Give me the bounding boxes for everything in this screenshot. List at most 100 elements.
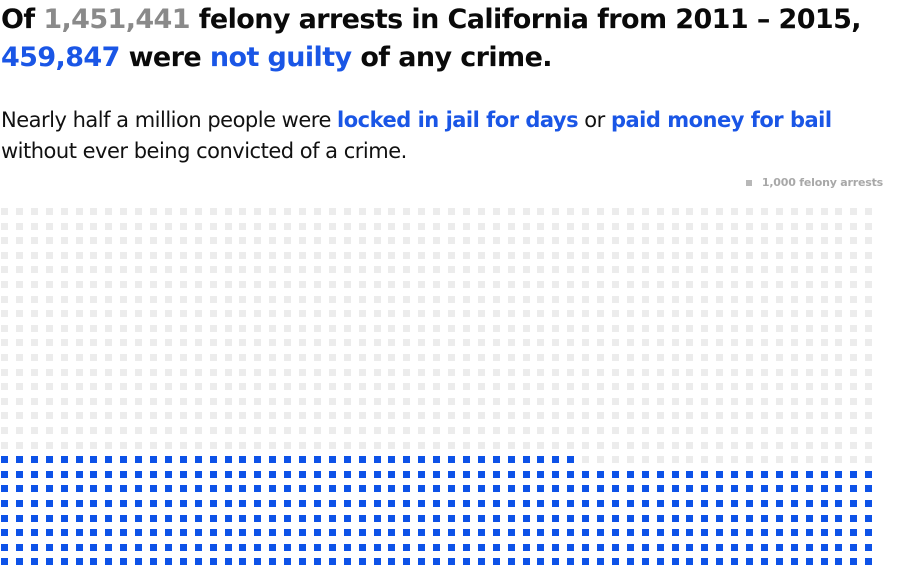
- arrest-square: [597, 266, 604, 273]
- arrest-square: [761, 281, 768, 288]
- arrest-square: [180, 412, 187, 419]
- arrest-square: [239, 208, 246, 215]
- arrest-square: [135, 296, 142, 303]
- arrest-square: [835, 281, 842, 288]
- arrest-square: [195, 252, 202, 259]
- not-guilty-square: [612, 544, 619, 551]
- arrest-square: [433, 339, 440, 346]
- arrest-square: [299, 310, 306, 317]
- arrest-square: [537, 208, 544, 215]
- arrest-square: [612, 456, 619, 463]
- arrest-square: [210, 383, 217, 390]
- not-guilty-square: [299, 485, 306, 492]
- not-guilty-square: [210, 471, 217, 478]
- arrest-square: [165, 325, 172, 332]
- not-guilty-square: [493, 529, 500, 536]
- not-guilty-square: [657, 485, 664, 492]
- arrest-square: [105, 354, 112, 361]
- arrest-square: [597, 369, 604, 376]
- arrest-square: [850, 442, 857, 449]
- arrest-square: [806, 427, 813, 434]
- arrest-square: [761, 383, 768, 390]
- arrest-square: [567, 412, 574, 419]
- arrest-square: [701, 442, 708, 449]
- arrest-square: [686, 266, 693, 273]
- arrest-square: [791, 281, 798, 288]
- not-guilty-square: [165, 500, 172, 507]
- arrest-square: [210, 208, 217, 215]
- not-guilty-square: [61, 485, 68, 492]
- not-guilty-square: [90, 471, 97, 478]
- arrest-square: [359, 266, 366, 273]
- arrest-square: [120, 237, 127, 244]
- arrest-square: [180, 296, 187, 303]
- arrest-square: [642, 369, 649, 376]
- arrest-square: [120, 369, 127, 376]
- arrest-square: [657, 412, 664, 419]
- not-guilty-square: [552, 529, 559, 536]
- arrest-square: [806, 223, 813, 230]
- arrest-square: [195, 266, 202, 273]
- arrest-square: [418, 412, 425, 419]
- arrest-square: [865, 442, 872, 449]
- arrest-square: [359, 252, 366, 259]
- arrest-square: [508, 369, 515, 376]
- arrest-square: [463, 223, 470, 230]
- arrest-square: [239, 412, 246, 419]
- not-guilty-square: [165, 515, 172, 522]
- not-guilty-square: [493, 515, 500, 522]
- arrest-square: [612, 310, 619, 317]
- arrest-square: [225, 237, 232, 244]
- arrest-square: [180, 310, 187, 317]
- not-guilty-square: [567, 529, 574, 536]
- not-guilty-square: [418, 544, 425, 551]
- arrest-square: [314, 427, 321, 434]
- arrest-square: [1, 266, 8, 273]
- arrest-square: [374, 398, 381, 405]
- not-guilty-square: [1, 558, 8, 565]
- arrest-square: [269, 339, 276, 346]
- arrest-square: [582, 237, 589, 244]
- arrest-square: [359, 369, 366, 376]
- arrest-square: [46, 281, 53, 288]
- not-guilty-square: [657, 529, 664, 536]
- arrest-square: [776, 427, 783, 434]
- arrest-square: [731, 369, 738, 376]
- arrest-square: [16, 354, 23, 361]
- arrest-square: [612, 354, 619, 361]
- arrest-square: [135, 383, 142, 390]
- arrest-square: [582, 325, 589, 332]
- arrest-square: [567, 442, 574, 449]
- arrest-square: [627, 296, 634, 303]
- arrest-square: [165, 223, 172, 230]
- arrest-square: [776, 310, 783, 317]
- not-guilty-square: [523, 544, 530, 551]
- arrest-square: [835, 456, 842, 463]
- arrest-square: [16, 398, 23, 405]
- arrest-square: [314, 412, 321, 419]
- not-guilty-square: [835, 471, 842, 478]
- arrest-square: [776, 383, 783, 390]
- not-guilty-square: [359, 515, 366, 522]
- arrest-square: [731, 266, 738, 273]
- arrest-square: [16, 281, 23, 288]
- arrest-square: [359, 296, 366, 303]
- arrest-square: [150, 398, 157, 405]
- arrest-square: [761, 325, 768, 332]
- arrest-square: [657, 339, 664, 346]
- arrest-square: [314, 383, 321, 390]
- arrest-square: [105, 252, 112, 259]
- arrest-square: [314, 442, 321, 449]
- not-guilty-square: [537, 558, 544, 565]
- arrest-square: [239, 296, 246, 303]
- arrest-square: [448, 252, 455, 259]
- arrest-square: [523, 325, 530, 332]
- not-guilty-square: [239, 456, 246, 463]
- not-guilty-square: [46, 500, 53, 507]
- not-guilty-square: [493, 456, 500, 463]
- arrest-square: [716, 266, 723, 273]
- arrest-square: [46, 398, 53, 405]
- arrest-square: [359, 354, 366, 361]
- not-guilty-square: [344, 544, 351, 551]
- arrest-square: [46, 427, 53, 434]
